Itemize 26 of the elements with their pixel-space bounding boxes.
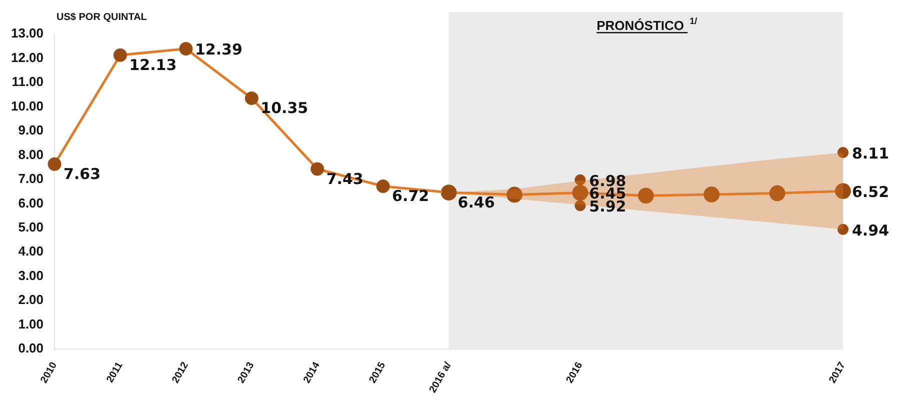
data-label: 12.39 [194,40,242,59]
y-tick-label: 7.00 [18,171,44,186]
data-label: 4.94 [852,221,890,240]
data-label: 8.11 [852,144,890,162]
data-label: 7.63 [64,165,101,184]
y-tick-label: 5.00 [18,219,44,234]
y-tick-label: 1.00 [18,316,44,332]
y-tick-label: 3.00 [18,268,44,283]
y-tick-label: 12.00 [10,50,44,65]
data-label: 6.52 [852,182,890,201]
y-tick-label: 4.00 [18,244,44,259]
y-tick-label: 8.00 [18,146,44,162]
band-label: PRONÓSTICO 1/ [596,16,698,33]
y-axis-title: US$ POR QUINTAL [56,12,147,23]
data-label: 10.35 [260,99,308,118]
y-tick-label: 13.00 [10,26,44,41]
y-tick-label: 9.00 [18,122,44,138]
y-tick-label: 2.00 [18,292,44,308]
data-label: 5.92 [589,198,626,216]
y-tick-label: 11.00 [12,74,44,90]
data-label: 12.13 [129,56,177,74]
y-tick-label: 6.00 [18,195,44,210]
data-label: 6.46 [458,193,495,212]
data-label: 6.72 [392,187,430,206]
y-tick-label: 10.00 [10,98,44,114]
y-tick-label: 0.00 [18,340,44,356]
